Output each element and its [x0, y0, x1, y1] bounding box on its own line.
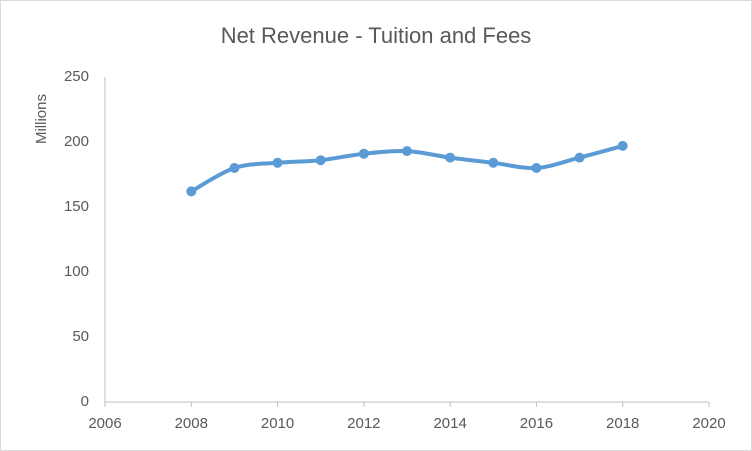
- y-tick-label: 150: [64, 198, 89, 215]
- y-tick-label: 100: [64, 263, 89, 280]
- point: [402, 146, 412, 157]
- x-tick-label: 2014: [433, 415, 466, 432]
- y-tick-label: 250: [64, 68, 89, 85]
- x-tick-label: 2010: [261, 415, 294, 432]
- point: [531, 163, 542, 173]
- x-tick-label: 2012: [347, 415, 380, 432]
- chart-title: Net Revenue - Tuition and Fees: [221, 23, 532, 48]
- point: [445, 152, 456, 163]
- point: [272, 157, 283, 168]
- y-axis-label: Millions: [33, 94, 50, 144]
- point: [229, 163, 240, 173]
- point: [574, 152, 585, 163]
- y-tick-label: 50: [72, 328, 89, 345]
- point: [186, 186, 197, 197]
- x-tick-label: 2018: [606, 415, 639, 432]
- x-tick-label: 2016: [520, 415, 553, 432]
- x-tick-label: 2008: [175, 415, 208, 432]
- point: [358, 148, 369, 159]
- y-tick-label: 0: [81, 393, 89, 410]
- x-tick-label: 2006: [88, 415, 121, 432]
- point: [617, 140, 628, 151]
- y-tick-label: 200: [64, 133, 89, 150]
- x-tick-label: 2020: [692, 415, 725, 432]
- point: [315, 155, 326, 166]
- point: [488, 157, 499, 168]
